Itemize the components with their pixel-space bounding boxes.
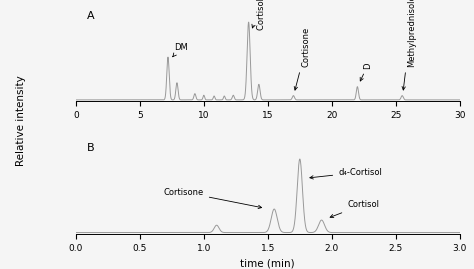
Text: Cortisol: Cortisol: [330, 200, 379, 218]
Text: Relative intensity: Relative intensity: [16, 76, 27, 167]
Text: B: B: [87, 143, 95, 153]
Text: Cortisone: Cortisone: [164, 187, 262, 208]
Text: Cortisol+ DM: Cortisol+ DM: [252, 0, 266, 30]
Text: DM: DM: [173, 43, 188, 57]
Text: Methylprednisolone: Methylprednisolone: [402, 0, 416, 90]
Text: Cortisone: Cortisone: [294, 27, 310, 90]
Text: D: D: [360, 62, 372, 81]
Text: d₄-Cortisol: d₄-Cortisol: [310, 168, 382, 179]
Text: A: A: [87, 11, 95, 21]
X-axis label: time (min): time (min): [240, 258, 295, 268]
